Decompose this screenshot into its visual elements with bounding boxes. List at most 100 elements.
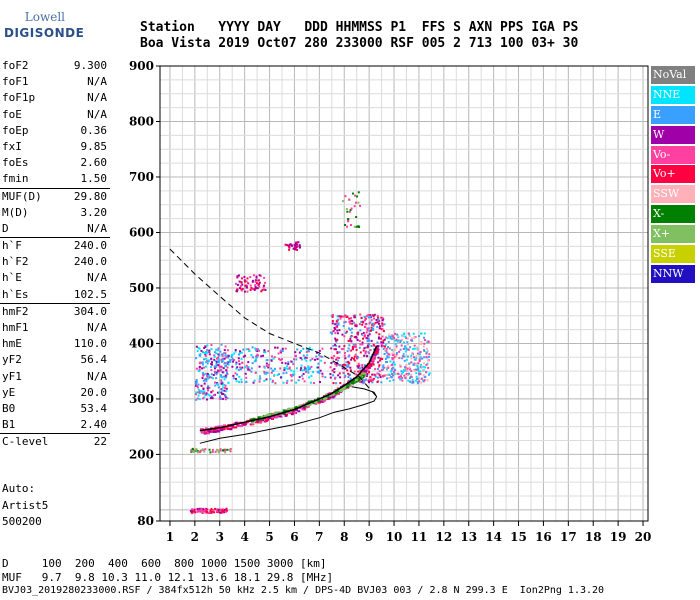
echo-point	[352, 343, 355, 346]
trace-point	[288, 411, 292, 414]
trace-point	[314, 401, 318, 404]
echo-point	[215, 448, 218, 451]
echo-point	[410, 357, 413, 360]
echo-point	[197, 394, 200, 397]
echo-point	[307, 349, 310, 352]
echo-point	[295, 358, 298, 361]
echo-point	[224, 398, 227, 401]
echo-point	[258, 365, 261, 368]
echo-point	[378, 364, 381, 367]
param-value: 29.80	[73, 189, 107, 203]
y-tick-label: 80	[137, 514, 154, 528]
echo-point	[302, 372, 305, 375]
echo-point	[403, 359, 406, 362]
echo-point	[349, 366, 352, 369]
echo-point	[349, 369, 352, 372]
echo-point	[341, 333, 344, 336]
echo-point	[302, 347, 305, 350]
echo-point	[339, 364, 342, 367]
digisonde-logo: Lowell DIGISONDE	[0, 4, 95, 44]
echo-point	[212, 509, 215, 512]
echo-point	[276, 346, 279, 349]
trace-point	[324, 397, 328, 400]
echo-point	[353, 314, 356, 317]
echo-point	[416, 382, 419, 385]
echo-point	[217, 364, 220, 367]
y-tick-label: 800	[129, 114, 154, 128]
echo-point	[254, 347, 257, 350]
trace-point	[350, 382, 354, 385]
echo-point	[240, 281, 243, 284]
echo-point	[223, 349, 226, 352]
echo-point	[259, 274, 262, 277]
echo-point	[283, 367, 286, 370]
echo-point	[376, 341, 379, 344]
echo-point	[419, 343, 422, 346]
echo-point	[370, 379, 373, 382]
echo-point	[348, 320, 351, 323]
echo-point	[416, 377, 419, 380]
echo-point	[286, 244, 289, 247]
echo-point	[204, 448, 207, 451]
echo-point	[417, 368, 420, 371]
echo-point	[265, 372, 268, 375]
echo-point	[316, 358, 319, 361]
echo-point	[418, 359, 421, 362]
scaled-parameters-panel: foF2 9.300 foF1 N/A foF1p N/A foE N/A foEp 0.36 fx…	[0, 58, 110, 451]
echo-point	[318, 349, 321, 352]
echo-point	[398, 357, 401, 360]
echo-point	[195, 367, 198, 370]
echo-point	[236, 373, 239, 376]
echo-point	[349, 349, 352, 352]
echo-point	[346, 210, 349, 213]
echo-point	[284, 243, 287, 246]
echo-point	[382, 341, 385, 344]
echo-point	[413, 347, 416, 350]
echo-point	[219, 375, 222, 378]
echo-point	[279, 350, 282, 353]
echo-point	[385, 374, 388, 377]
trace-point	[320, 399, 324, 402]
trace-point	[215, 430, 219, 433]
echo-point	[356, 339, 359, 342]
echo-point	[416, 348, 419, 351]
echo-point	[208, 386, 211, 389]
echo-point	[211, 450, 214, 453]
param-row: foF1p N/A	[0, 90, 110, 106]
echo-point	[205, 357, 208, 360]
echo-point	[217, 347, 220, 350]
echo-point	[388, 353, 391, 356]
echo-point	[217, 450, 220, 453]
echo-point	[388, 380, 391, 383]
echo-point	[416, 352, 419, 355]
echo-point	[216, 383, 219, 386]
echo-point	[403, 355, 406, 358]
echo-point	[210, 511, 213, 514]
x-tick-label: 7	[315, 530, 323, 544]
trace-point	[331, 396, 335, 399]
legend-item: Vo+	[651, 165, 695, 184]
echo-point	[209, 366, 212, 369]
x-tick-label: 14	[485, 530, 502, 544]
echo-point	[218, 397, 221, 400]
param-row: h`F 240.0	[0, 237, 110, 254]
trace-point	[325, 393, 329, 396]
echo-point	[246, 290, 249, 293]
echo-point	[343, 321, 346, 324]
echo-point	[343, 352, 346, 355]
echo-point	[408, 377, 411, 380]
echo-point	[362, 337, 365, 340]
echo-point	[307, 366, 310, 369]
echo-point	[399, 348, 402, 351]
param-row: h`F2 240.0	[0, 254, 110, 270]
echo-point	[410, 338, 413, 341]
echo-point	[415, 368, 418, 371]
echo-point	[210, 344, 213, 347]
echo-point	[271, 379, 274, 382]
echo-point	[364, 323, 367, 326]
echo-point	[366, 346, 369, 349]
echo-point	[304, 368, 307, 371]
echo-point	[351, 322, 354, 325]
trace-point	[356, 376, 360, 379]
trace-point	[295, 405, 299, 408]
